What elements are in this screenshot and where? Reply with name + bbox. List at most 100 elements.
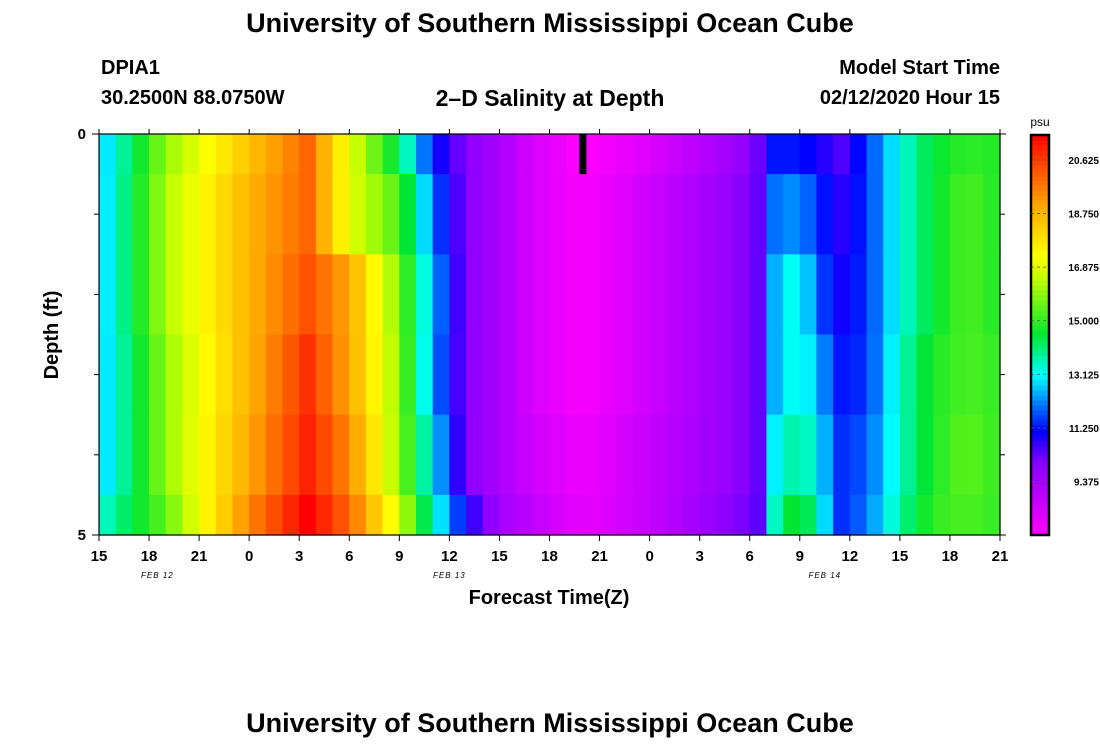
colorbar-segment	[1031, 150, 1049, 156]
heatmap-cell	[99, 174, 117, 255]
heatmap-cell	[549, 174, 567, 255]
heatmap-cell	[532, 254, 551, 336]
x-tick-label: 0	[645, 548, 653, 565]
chart-axes: 15 18 21 0 3 6 9 12 15 18 21 0 3 6 9 12 15 18 21 FEB 12 FEB …	[78, 126, 1009, 580]
colorbar-segment	[1031, 385, 1049, 391]
heatmap-cell	[299, 134, 317, 175]
heatmap-cell	[115, 174, 133, 255]
heatmap-cell	[249, 134, 267, 175]
heatmap-cell	[666, 134, 684, 175]
heatmap-cell	[299, 174, 317, 255]
heatmap-cell	[165, 254, 184, 336]
plot-title: 2–D Salinity at Depth	[435, 85, 665, 111]
heatmap-cell	[332, 174, 350, 255]
colorbar-segment	[1031, 180, 1049, 186]
heatmap-cell	[649, 134, 667, 175]
heatmap-cell	[482, 334, 501, 416]
heatmap-cell	[516, 254, 534, 336]
heatmap-cell	[516, 174, 534, 255]
heatmap-cell	[249, 414, 267, 496]
heatmap-cell	[783, 334, 801, 416]
heatmap-cell	[132, 494, 150, 536]
heatmap-cell	[766, 174, 784, 255]
heatmap-cell	[682, 174, 701, 255]
colorbar-segment	[1031, 405, 1049, 411]
heatmap-cell	[933, 334, 951, 416]
heatmap-cell	[249, 174, 267, 255]
heatmap-cell	[816, 414, 834, 496]
heatmap-cell	[632, 134, 651, 175]
heatmap-cell	[599, 174, 617, 255]
heatmap-cell	[599, 494, 617, 536]
heatmap-cell	[783, 134, 801, 175]
heatmap-cell	[99, 414, 117, 496]
heatmap-cell	[365, 254, 384, 336]
heatmap-cell	[399, 494, 417, 536]
colorbar-segment	[1031, 275, 1049, 281]
heatmap-cell	[532, 414, 551, 496]
heatmap-cell	[365, 494, 384, 536]
colorbar-segment	[1031, 205, 1049, 211]
heatmap-cell	[449, 494, 467, 536]
heatmap-cell	[599, 414, 617, 496]
heatmap-cell	[799, 334, 818, 416]
heatmap-cell	[749, 494, 768, 536]
heatmap-cell	[749, 254, 768, 336]
heatmap-cell	[332, 414, 350, 496]
heatmap-cell	[733, 334, 751, 416]
heatmap-cell	[849, 174, 868, 255]
heatmap-cell	[899, 134, 918, 175]
heatmap-cell	[983, 334, 1001, 416]
heatmap-cell	[99, 334, 117, 416]
heatmap-cell	[449, 174, 467, 255]
heatmap-cell	[499, 254, 517, 336]
heatmap-cell	[849, 414, 868, 496]
heatmap-cell	[666, 414, 684, 496]
model-start-label: Model Start Time	[839, 57, 1000, 79]
colorbar-segment	[1031, 460, 1049, 466]
heatmap-cell	[265, 334, 284, 416]
heatmap-cell	[849, 334, 868, 416]
heatmap-cell	[532, 174, 551, 255]
heatmap-cell	[866, 494, 884, 536]
heatmap-cell	[315, 254, 334, 336]
heatmap-cell	[883, 174, 901, 255]
colorbar-segment	[1031, 505, 1049, 511]
heatmap-cell	[966, 334, 984, 416]
heatmap-cell	[215, 414, 234, 496]
heatmap-cell	[232, 414, 250, 496]
colorbar-segment	[1031, 430, 1049, 436]
heatmap-cell	[332, 134, 350, 175]
colorbar-segment	[1031, 235, 1049, 241]
heatmap-cell	[666, 174, 684, 255]
heatmap-cell	[799, 174, 818, 255]
heatmap-cell	[416, 494, 434, 536]
colorbar-segment	[1031, 175, 1049, 181]
x-tick-label: 9	[395, 548, 403, 565]
heatmap-cell	[482, 134, 501, 175]
colorbar-segment	[1031, 450, 1049, 456]
heatmap-cell	[916, 334, 934, 416]
y-axis-label: Depth (ft)	[41, 291, 63, 380]
heatmap-cell	[916, 414, 934, 496]
heatmap-cell	[265, 134, 284, 175]
heatmap-cell	[199, 134, 217, 175]
heatmap-cell	[833, 494, 851, 536]
heatmap-cell	[432, 134, 450, 175]
x-tick-label: 9	[796, 548, 804, 565]
colorbar-segment	[1031, 490, 1049, 496]
heatmap-cell	[566, 334, 584, 416]
heatmap-cell	[282, 414, 300, 496]
heatmap-cell	[766, 494, 784, 536]
heatmap-cell	[516, 334, 534, 416]
heatmap-cell	[532, 334, 551, 416]
heatmap-cell	[349, 334, 367, 416]
heatmap-cell	[149, 334, 167, 416]
heatmap-cell	[883, 134, 901, 175]
heatmap-cell	[616, 174, 634, 255]
page-title-bottom: University of Southern Mississippi Ocean…	[246, 708, 854, 738]
heatmap-cell	[482, 174, 501, 255]
heatmap-cell	[699, 254, 717, 336]
colorbar-segment	[1031, 265, 1049, 271]
